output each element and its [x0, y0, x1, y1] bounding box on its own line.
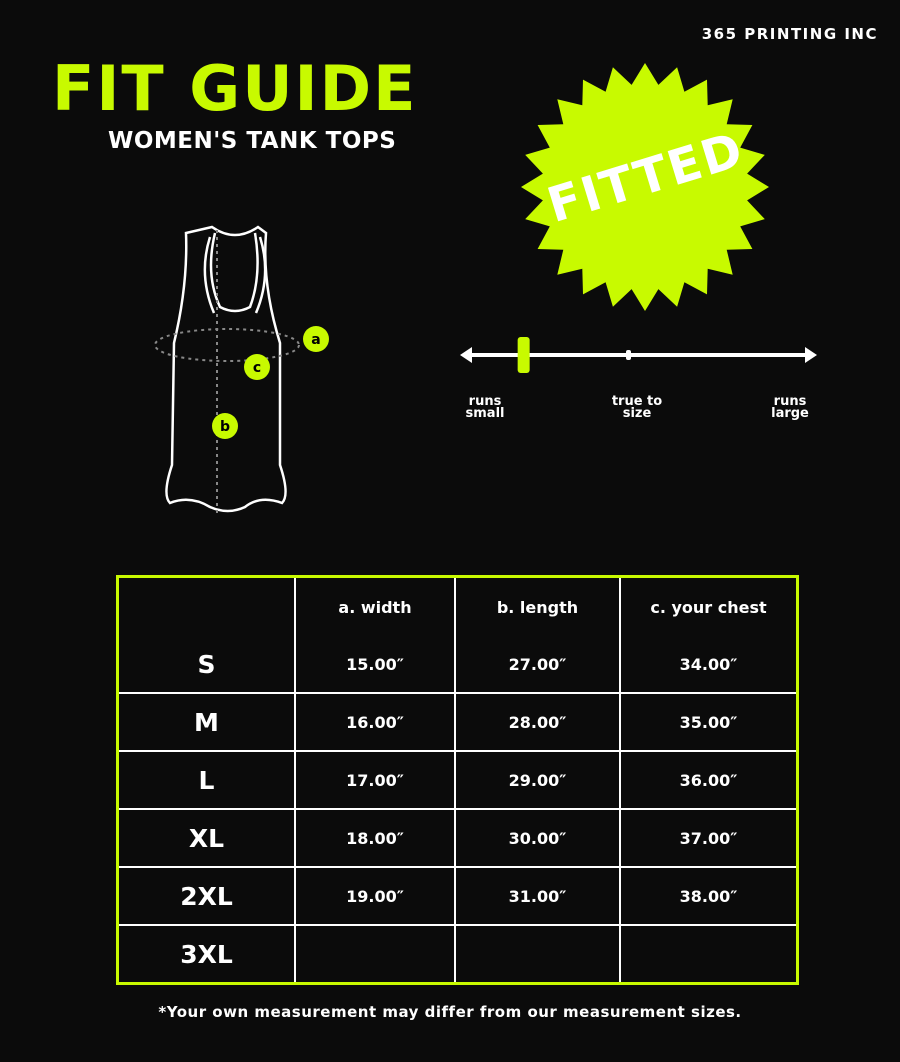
measurement-cell: 19.00″: [294, 866, 456, 926]
measurement-cell: 27.00″: [454, 636, 621, 694]
table-row: 3XL: [117, 924, 798, 984]
marker-c-label: c: [253, 360, 261, 376]
label-line: size: [622, 406, 652, 421]
marker-c: [244, 354, 270, 380]
measurement-cell: [454, 924, 621, 984]
size-cell: 3XL: [117, 924, 296, 984]
measurement-cell: 31.00″: [454, 866, 621, 926]
page-subtitle: WOMEN'S TANK TOPS: [108, 128, 397, 154]
table-header-row: a. width b. length c. your chest: [117, 576, 798, 636]
measurement-cell: 29.00″: [454, 750, 621, 810]
page-title: FIT GUIDE: [52, 52, 418, 125]
fit-scale: [460, 337, 817, 373]
header-cell: a. width: [294, 576, 456, 636]
starburst-shape: [521, 63, 769, 311]
measurement-cell: 16.00″: [294, 692, 456, 752]
starburst-badge: [521, 63, 769, 311]
measurement-cell: 18.00″: [294, 808, 456, 868]
label-runs-small: runs small: [445, 394, 525, 421]
size-cell: M: [117, 692, 296, 752]
table-row: M 16.00″ 28.00″ 35.00″: [117, 692, 798, 752]
label-true-to-size: true to size: [597, 394, 677, 421]
marker-a: [303, 326, 329, 352]
label-runs-large: runs large: [750, 394, 830, 421]
header-cell: [117, 576, 296, 636]
table-row: L 17.00″ 29.00″ 36.00″: [117, 750, 798, 810]
table-row: 2XL 19.00″ 31.00″ 38.00″: [117, 866, 798, 926]
marker-a-label: a: [311, 332, 320, 348]
size-cell: XL: [117, 808, 296, 868]
label-line: runs: [773, 394, 807, 409]
measurement-cell: 35.00″: [619, 692, 798, 752]
header-cell: c. your chest: [619, 576, 798, 636]
measurement-cell: 30.00″: [454, 808, 621, 868]
fit-marker: [517, 337, 530, 373]
size-cell: 2XL: [117, 866, 296, 926]
measurement-cell: 37.00″: [619, 808, 798, 868]
marker-b: [212, 413, 238, 439]
size-cell: L: [117, 750, 296, 810]
measurement-cell: 38.00″: [619, 866, 798, 926]
label-line: large: [771, 406, 809, 421]
size-table: a. width b. length c. your chest S 15.00″…: [116, 575, 799, 985]
arrow-right-icon: [805, 347, 817, 363]
table-row: S 15.00″ 27.00″ 34.00″: [117, 636, 798, 694]
table-row: XL 18.00″ 30.00″ 37.00″: [117, 808, 798, 868]
label-line: true to: [611, 394, 663, 409]
measurement-cell: [619, 924, 798, 984]
tank-top-diagram: a c b: [154, 225, 329, 515]
header-cell: b. length: [454, 576, 621, 636]
size-cell: S: [117, 636, 296, 694]
true-to-size-tick: [626, 350, 631, 360]
measurement-cell: 28.00″: [454, 692, 621, 752]
measurement-cell: 34.00″: [619, 636, 798, 694]
measurement-cell: 15.00″: [294, 636, 456, 694]
arrow-left-icon: [460, 347, 472, 363]
label-line: runs: [468, 394, 502, 409]
marker-b-label: b: [220, 419, 230, 435]
measurement-cell: [294, 924, 456, 984]
measurement-cell: 36.00″: [619, 750, 798, 810]
measurement-cell: 17.00″: [294, 750, 456, 810]
footnote: *Your own measurement may differ from ou…: [158, 1003, 742, 1021]
brand-name: 365 PRINTING INC: [701, 25, 878, 43]
label-line: small: [465, 406, 505, 421]
